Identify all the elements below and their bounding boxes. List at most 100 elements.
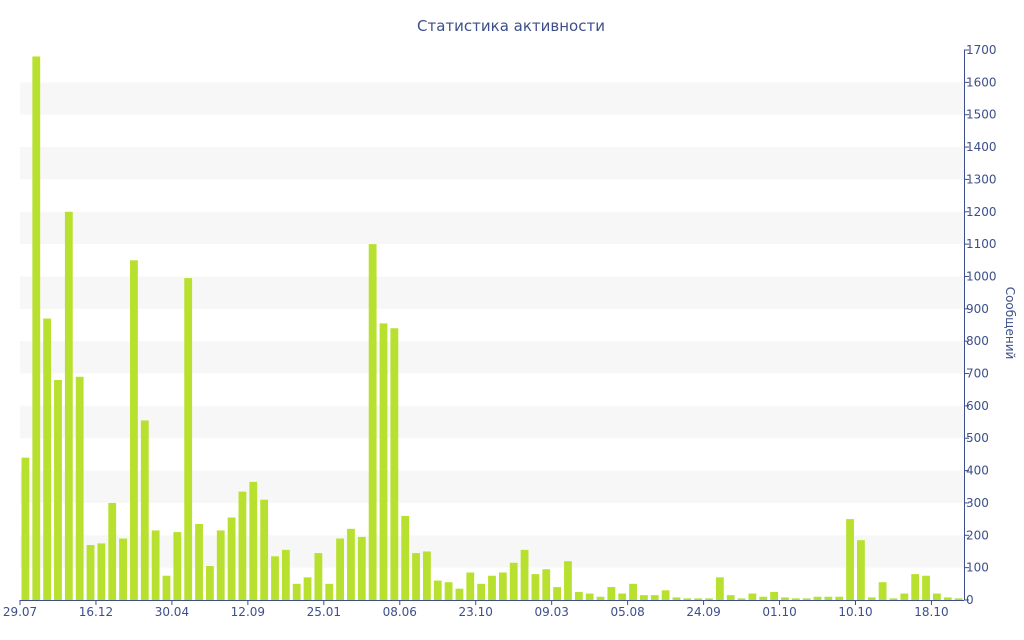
bar: [737, 598, 746, 600]
y-tick-label: 1700: [966, 43, 997, 57]
x-tick-label: 08.06: [383, 605, 417, 619]
bar: [922, 575, 930, 600]
bar: [564, 561, 572, 600]
y-tick-label: 1400: [966, 140, 997, 154]
y-tick-label: 300: [966, 496, 989, 510]
bar: [238, 491, 247, 600]
y-tick-label: 900: [966, 302, 989, 316]
bar: [357, 536, 366, 600]
y-axis: 0 100 200 300 400 500 600 700 800 900 1000 1100 1200…: [964, 43, 997, 607]
y-axis-label: Сообщений: [1003, 287, 1017, 360]
bar: [249, 481, 258, 600]
bar: [813, 596, 822, 600]
bar: [205, 566, 214, 600]
y-tick-label: 1200: [966, 205, 997, 219]
bar: [86, 545, 95, 600]
y-tick-label: 1100: [966, 237, 997, 251]
bar: [629, 583, 637, 600]
x-tick-label: 23.10: [459, 605, 493, 619]
bar: [694, 598, 703, 600]
grid-band: [20, 535, 964, 568]
grid-band: [20, 470, 964, 503]
bar: [770, 591, 779, 600]
y-tick-label: 600: [966, 399, 989, 413]
bar: [227, 517, 236, 600]
bar: [932, 593, 941, 600]
bar: [542, 569, 551, 600]
y-tick-label: 500: [966, 431, 989, 445]
bar: [108, 502, 117, 600]
bar: [422, 551, 431, 600]
bar: [477, 583, 486, 600]
bar: [781, 597, 789, 600]
bar: [726, 595, 735, 600]
y-tick-label: 1500: [966, 108, 997, 122]
bar: [21, 457, 30, 600]
grid-band: [20, 276, 964, 309]
grid-band: [20, 341, 964, 374]
y-tick-label: 1300: [966, 172, 997, 186]
grid-band: [20, 147, 964, 180]
bar: [379, 323, 388, 600]
x-tick-label: 29.07: [3, 605, 37, 619]
y-tick-label: 100: [966, 561, 989, 575]
x-tick-label: 09.03: [534, 605, 568, 619]
bar: [64, 211, 73, 600]
x-tick-label: 12.09: [231, 605, 265, 619]
x-tick-label: 10.10: [838, 605, 872, 619]
bar: [32, 56, 41, 601]
x-tick-label: 01.10: [762, 605, 796, 619]
y-tick-label: 200: [966, 528, 989, 542]
bar: [488, 575, 496, 600]
y-tick-label: 0: [966, 593, 974, 607]
bar: [292, 583, 301, 600]
bar: [857, 540, 865, 600]
bar: [216, 530, 225, 600]
bar: [97, 543, 106, 600]
grid-band: [20, 405, 964, 439]
bar: [889, 598, 898, 600]
x-tick-label: 16.12: [79, 605, 113, 619]
bar: [314, 553, 323, 600]
bar: [585, 593, 594, 600]
bar: [43, 318, 52, 600]
bar: [574, 591, 583, 600]
bar: [444, 582, 453, 600]
bar: [466, 572, 475, 600]
grid-band: [20, 211, 964, 245]
x-tick-label: 30.04: [155, 605, 189, 619]
bar: [260, 499, 269, 600]
bar: [900, 593, 909, 600]
bar: [791, 598, 800, 600]
bar: [846, 519, 854, 600]
y-tick-label: 800: [966, 334, 989, 348]
y-tick-label: 700: [966, 367, 989, 381]
bar: [184, 278, 193, 600]
bar: [271, 556, 279, 600]
bar: [824, 596, 833, 600]
bar: [412, 553, 420, 600]
bar: [119, 538, 127, 600]
bar: [173, 532, 182, 600]
bar: [954, 598, 963, 600]
x-tick-label: 18.10: [914, 605, 948, 619]
bar: [640, 595, 648, 600]
bar: [911, 574, 920, 600]
bars-group: [21, 56, 963, 601]
bar: [520, 549, 529, 600]
bar: [835, 596, 844, 600]
bar: [390, 328, 399, 600]
bar: [130, 260, 138, 600]
bar: [509, 562, 518, 600]
y-tick-label: 1000: [966, 269, 997, 283]
bar: [943, 597, 952, 600]
bar: [162, 575, 171, 600]
x-axis: 29.07 16.12 30.04 12.09 25.01 08.06 23.10 09.03…: [3, 600, 964, 619]
bar: [650, 595, 659, 600]
bar: [151, 530, 160, 600]
bar: [705, 598, 713, 600]
bar: [661, 590, 670, 600]
y-tick-label: 1600: [966, 75, 997, 89]
bar: [281, 549, 290, 600]
